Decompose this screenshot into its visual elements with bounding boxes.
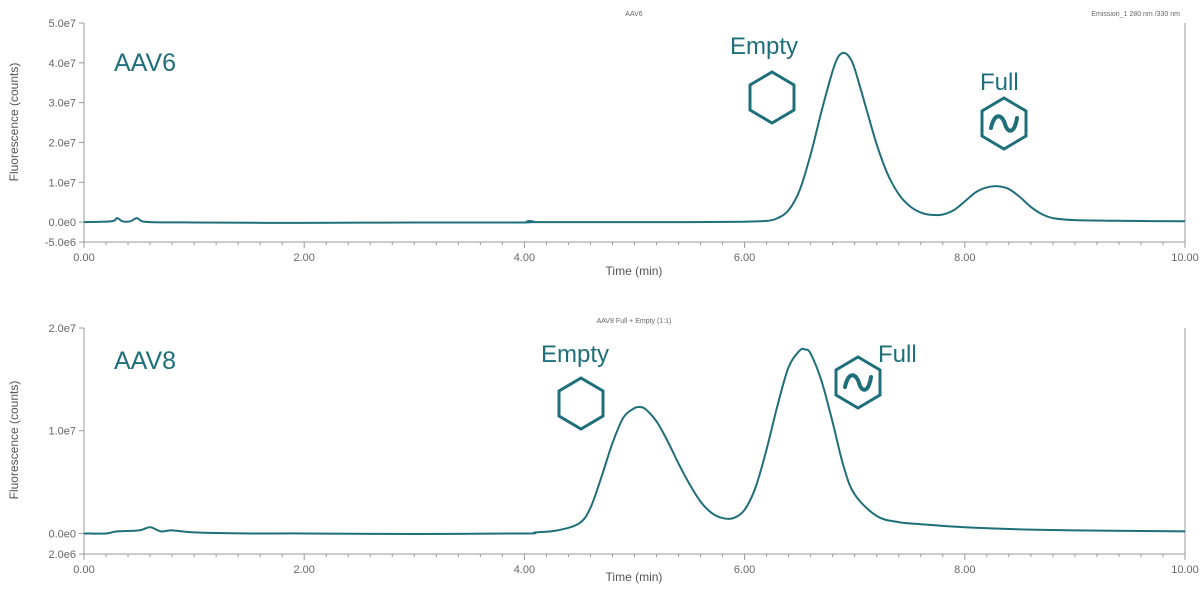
annotation-full: Full [878, 341, 917, 368]
x-tick-label: 10.00 [1171, 252, 1199, 264]
x-tick-label: 4.00 [514, 564, 535, 576]
x-tick-label: 0.00 [73, 564, 94, 576]
panel-aav6: AAV6 Emission_1 280 nm /330 nm 5.0e7 4.0e… [7, 11, 1199, 278]
x-axis-ticks: 0.00 2.00 4.00 6.00 8.00 10.00 [73, 242, 1199, 264]
plot-frame [83, 23, 1186, 243]
empty-capsid-icon [748, 70, 796, 125]
x-tick-label: 2.00 [293, 252, 314, 264]
y-tick-label: 1.0e7 [48, 426, 76, 438]
annotation-empty: Empty [730, 33, 798, 60]
series-line-aav8 [84, 347, 1185, 535]
y-tick-label: 0.0e0 [48, 217, 76, 229]
y-tick-label: -5.0e6 [45, 237, 76, 249]
panel-aav8: AAV8 Full + Empty (1:1) 2.0e71.0e70.0e02… [7, 318, 1199, 584]
y-tick-label: 5.0e7 [48, 18, 76, 30]
chart-note: Emission_1 280 nm /330 nm [1091, 11, 1180, 18]
x-axis-label: Time (min) [606, 264, 663, 278]
panel-label: AAV6 [114, 49, 176, 77]
y-axis-ticks: 2.0e7 1.0e7 0.0e0 2.0e6 [48, 323, 84, 561]
x-axis-label: Time (min) [606, 570, 663, 584]
y-tick-label: 2.0e7 [48, 323, 76, 335]
y-tick-label: 0.0e0 [48, 528, 76, 540]
plot-frame [83, 328, 1186, 555]
x-tick-label: 6.00 [734, 252, 755, 264]
x-tick-label: 8.00 [954, 564, 975, 576]
x-axis-ticks: 0.00 2.00 4.00 6.00 8.00 10.00 [73, 554, 1199, 576]
y-tick-label: 3.0e7 [48, 98, 76, 110]
y-tick-label: 2.0e7 [48, 137, 76, 149]
y-tick-label: 2.0e6 [48, 549, 76, 561]
x-tick-label: 0.00 [73, 252, 94, 264]
y-tick-label: 4.0e7 [48, 58, 76, 70]
chart-title: AAV8 Full + Empty (1:1) [597, 318, 672, 325]
x-tick-label: 10.00 [1171, 564, 1199, 576]
x-tick-label: 6.00 [734, 564, 755, 576]
full-capsid-icon [834, 355, 882, 410]
x-tick-label: 4.00 [514, 252, 535, 264]
y-axis-ticks: 5.0e7 4.0e7 3.0e7 2.0e7 1.0e7 0.0e0 -5.0e6 [45, 18, 84, 249]
y-axis-label: Fluorescence (counts) [7, 381, 21, 500]
empty-capsid-icon [557, 376, 605, 431]
annotation-empty: Empty [541, 341, 609, 368]
panel-label: AAV8 [114, 347, 176, 375]
annotation-full: Full [980, 69, 1019, 96]
series-line-aav6 [84, 51, 1185, 224]
x-tick-label: 2.00 [293, 564, 314, 576]
chart-title: AAV6 [625, 11, 642, 18]
y-tick-label: 1.0e7 [48, 177, 76, 189]
x-tick-label: 8.00 [954, 252, 975, 264]
full-capsid-icon [980, 96, 1028, 151]
y-axis-label: Fluorescence (counts) [7, 63, 21, 182]
